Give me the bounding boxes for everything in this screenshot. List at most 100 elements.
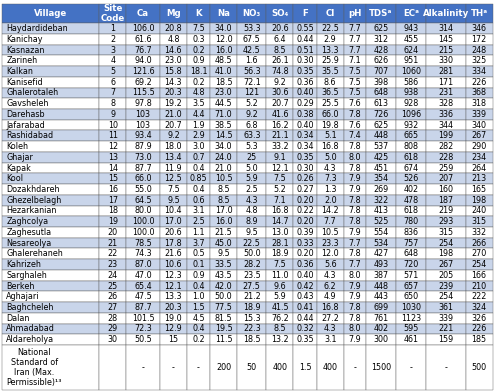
Text: 7.5: 7.5 <box>274 174 286 183</box>
Bar <box>187 323 210 334</box>
Text: Jafarabad: Jafarabad <box>6 121 45 130</box>
Bar <box>366 23 396 34</box>
Text: 425: 425 <box>373 153 389 162</box>
Text: 322: 322 <box>373 196 389 205</box>
Bar <box>466 270 493 281</box>
Text: 400: 400 <box>272 363 288 372</box>
Bar <box>294 173 317 184</box>
Text: 339: 339 <box>438 314 453 323</box>
Bar <box>126 227 160 238</box>
Bar <box>366 55 396 66</box>
Text: 48.5: 48.5 <box>215 56 233 65</box>
Text: 1.3: 1.3 <box>324 185 337 194</box>
Text: 21.6: 21.6 <box>164 249 182 258</box>
Text: 493: 493 <box>373 260 389 269</box>
Text: 7.5: 7.5 <box>348 67 361 76</box>
Bar <box>2 323 99 334</box>
Text: 8: 8 <box>110 99 115 108</box>
Bar <box>2 184 99 195</box>
Text: Cl: Cl <box>326 9 335 18</box>
Bar <box>317 270 344 281</box>
Bar <box>366 259 396 270</box>
Text: 657: 657 <box>403 281 419 290</box>
Text: 0.34: 0.34 <box>297 142 314 151</box>
Text: 187: 187 <box>438 196 453 205</box>
Text: 25.9: 25.9 <box>321 56 339 65</box>
Bar <box>344 23 366 34</box>
Bar <box>317 238 344 249</box>
Bar <box>160 77 187 87</box>
Text: 0.38: 0.38 <box>297 110 314 119</box>
Bar <box>160 163 187 173</box>
Text: 3.1: 3.1 <box>192 207 205 216</box>
Bar <box>396 87 426 98</box>
Bar <box>344 163 366 173</box>
Text: 1.9: 1.9 <box>192 121 205 130</box>
Text: 12.1: 12.1 <box>271 163 289 172</box>
Text: 226: 226 <box>471 325 487 334</box>
Bar <box>317 45 344 55</box>
Text: 618: 618 <box>403 207 419 216</box>
Text: 938: 938 <box>403 89 419 98</box>
Bar <box>160 323 187 334</box>
Bar <box>266 238 294 249</box>
Bar <box>210 77 237 87</box>
Text: 7.7: 7.7 <box>348 24 361 33</box>
Text: 346: 346 <box>472 24 487 33</box>
Text: 18.5: 18.5 <box>243 335 260 344</box>
Bar <box>396 23 426 34</box>
Bar <box>210 291 237 302</box>
Text: 77.5: 77.5 <box>215 303 233 312</box>
Bar <box>99 23 126 34</box>
Text: 18.5: 18.5 <box>215 78 233 87</box>
Bar <box>187 270 210 281</box>
Text: 24.0: 24.0 <box>215 153 233 162</box>
Text: 537: 537 <box>373 142 389 151</box>
Text: 30: 30 <box>108 335 118 344</box>
Text: 20.6: 20.6 <box>271 24 289 33</box>
Text: 25.5: 25.5 <box>321 99 339 108</box>
Text: 65.4: 65.4 <box>134 281 152 290</box>
Bar <box>344 45 366 55</box>
Bar <box>294 98 317 109</box>
Text: 7.8: 7.8 <box>348 207 361 216</box>
Text: 72.1: 72.1 <box>243 78 261 87</box>
Bar <box>187 205 210 216</box>
Text: 20.3: 20.3 <box>164 303 182 312</box>
Text: 10.6: 10.6 <box>165 260 182 269</box>
Text: 16.8: 16.8 <box>321 303 339 312</box>
Text: 625: 625 <box>373 24 389 33</box>
Bar <box>294 163 317 173</box>
Text: 100.0: 100.0 <box>132 217 154 226</box>
Bar <box>366 109 396 120</box>
Bar <box>366 87 396 98</box>
Text: 595: 595 <box>403 325 419 334</box>
Bar <box>266 195 294 205</box>
Text: 0.39: 0.39 <box>297 228 314 237</box>
Bar <box>210 152 237 163</box>
Bar <box>160 216 187 227</box>
Text: 7.8: 7.8 <box>348 142 361 151</box>
Bar <box>126 323 160 334</box>
Text: 13.0: 13.0 <box>271 228 289 237</box>
Text: 50.0: 50.0 <box>215 292 233 301</box>
Bar <box>466 55 493 66</box>
Text: 6.2: 6.2 <box>324 281 337 290</box>
Text: 15: 15 <box>108 174 118 183</box>
Bar <box>2 120 99 131</box>
Bar <box>396 249 426 259</box>
Bar <box>426 120 466 131</box>
Text: 27.5: 27.5 <box>243 281 261 290</box>
Text: 87.7: 87.7 <box>134 303 152 312</box>
Text: 4.3: 4.3 <box>324 163 337 172</box>
Bar <box>344 109 366 120</box>
Bar <box>237 281 266 291</box>
Text: 10.4: 10.4 <box>165 207 182 216</box>
Bar <box>294 141 317 152</box>
Bar <box>2 131 99 141</box>
Text: Ghalerehaneh: Ghalerehaneh <box>6 249 63 258</box>
Bar <box>344 270 366 281</box>
Text: 23.3: 23.3 <box>321 239 339 248</box>
Bar <box>344 120 366 131</box>
Text: 121: 121 <box>244 89 259 98</box>
